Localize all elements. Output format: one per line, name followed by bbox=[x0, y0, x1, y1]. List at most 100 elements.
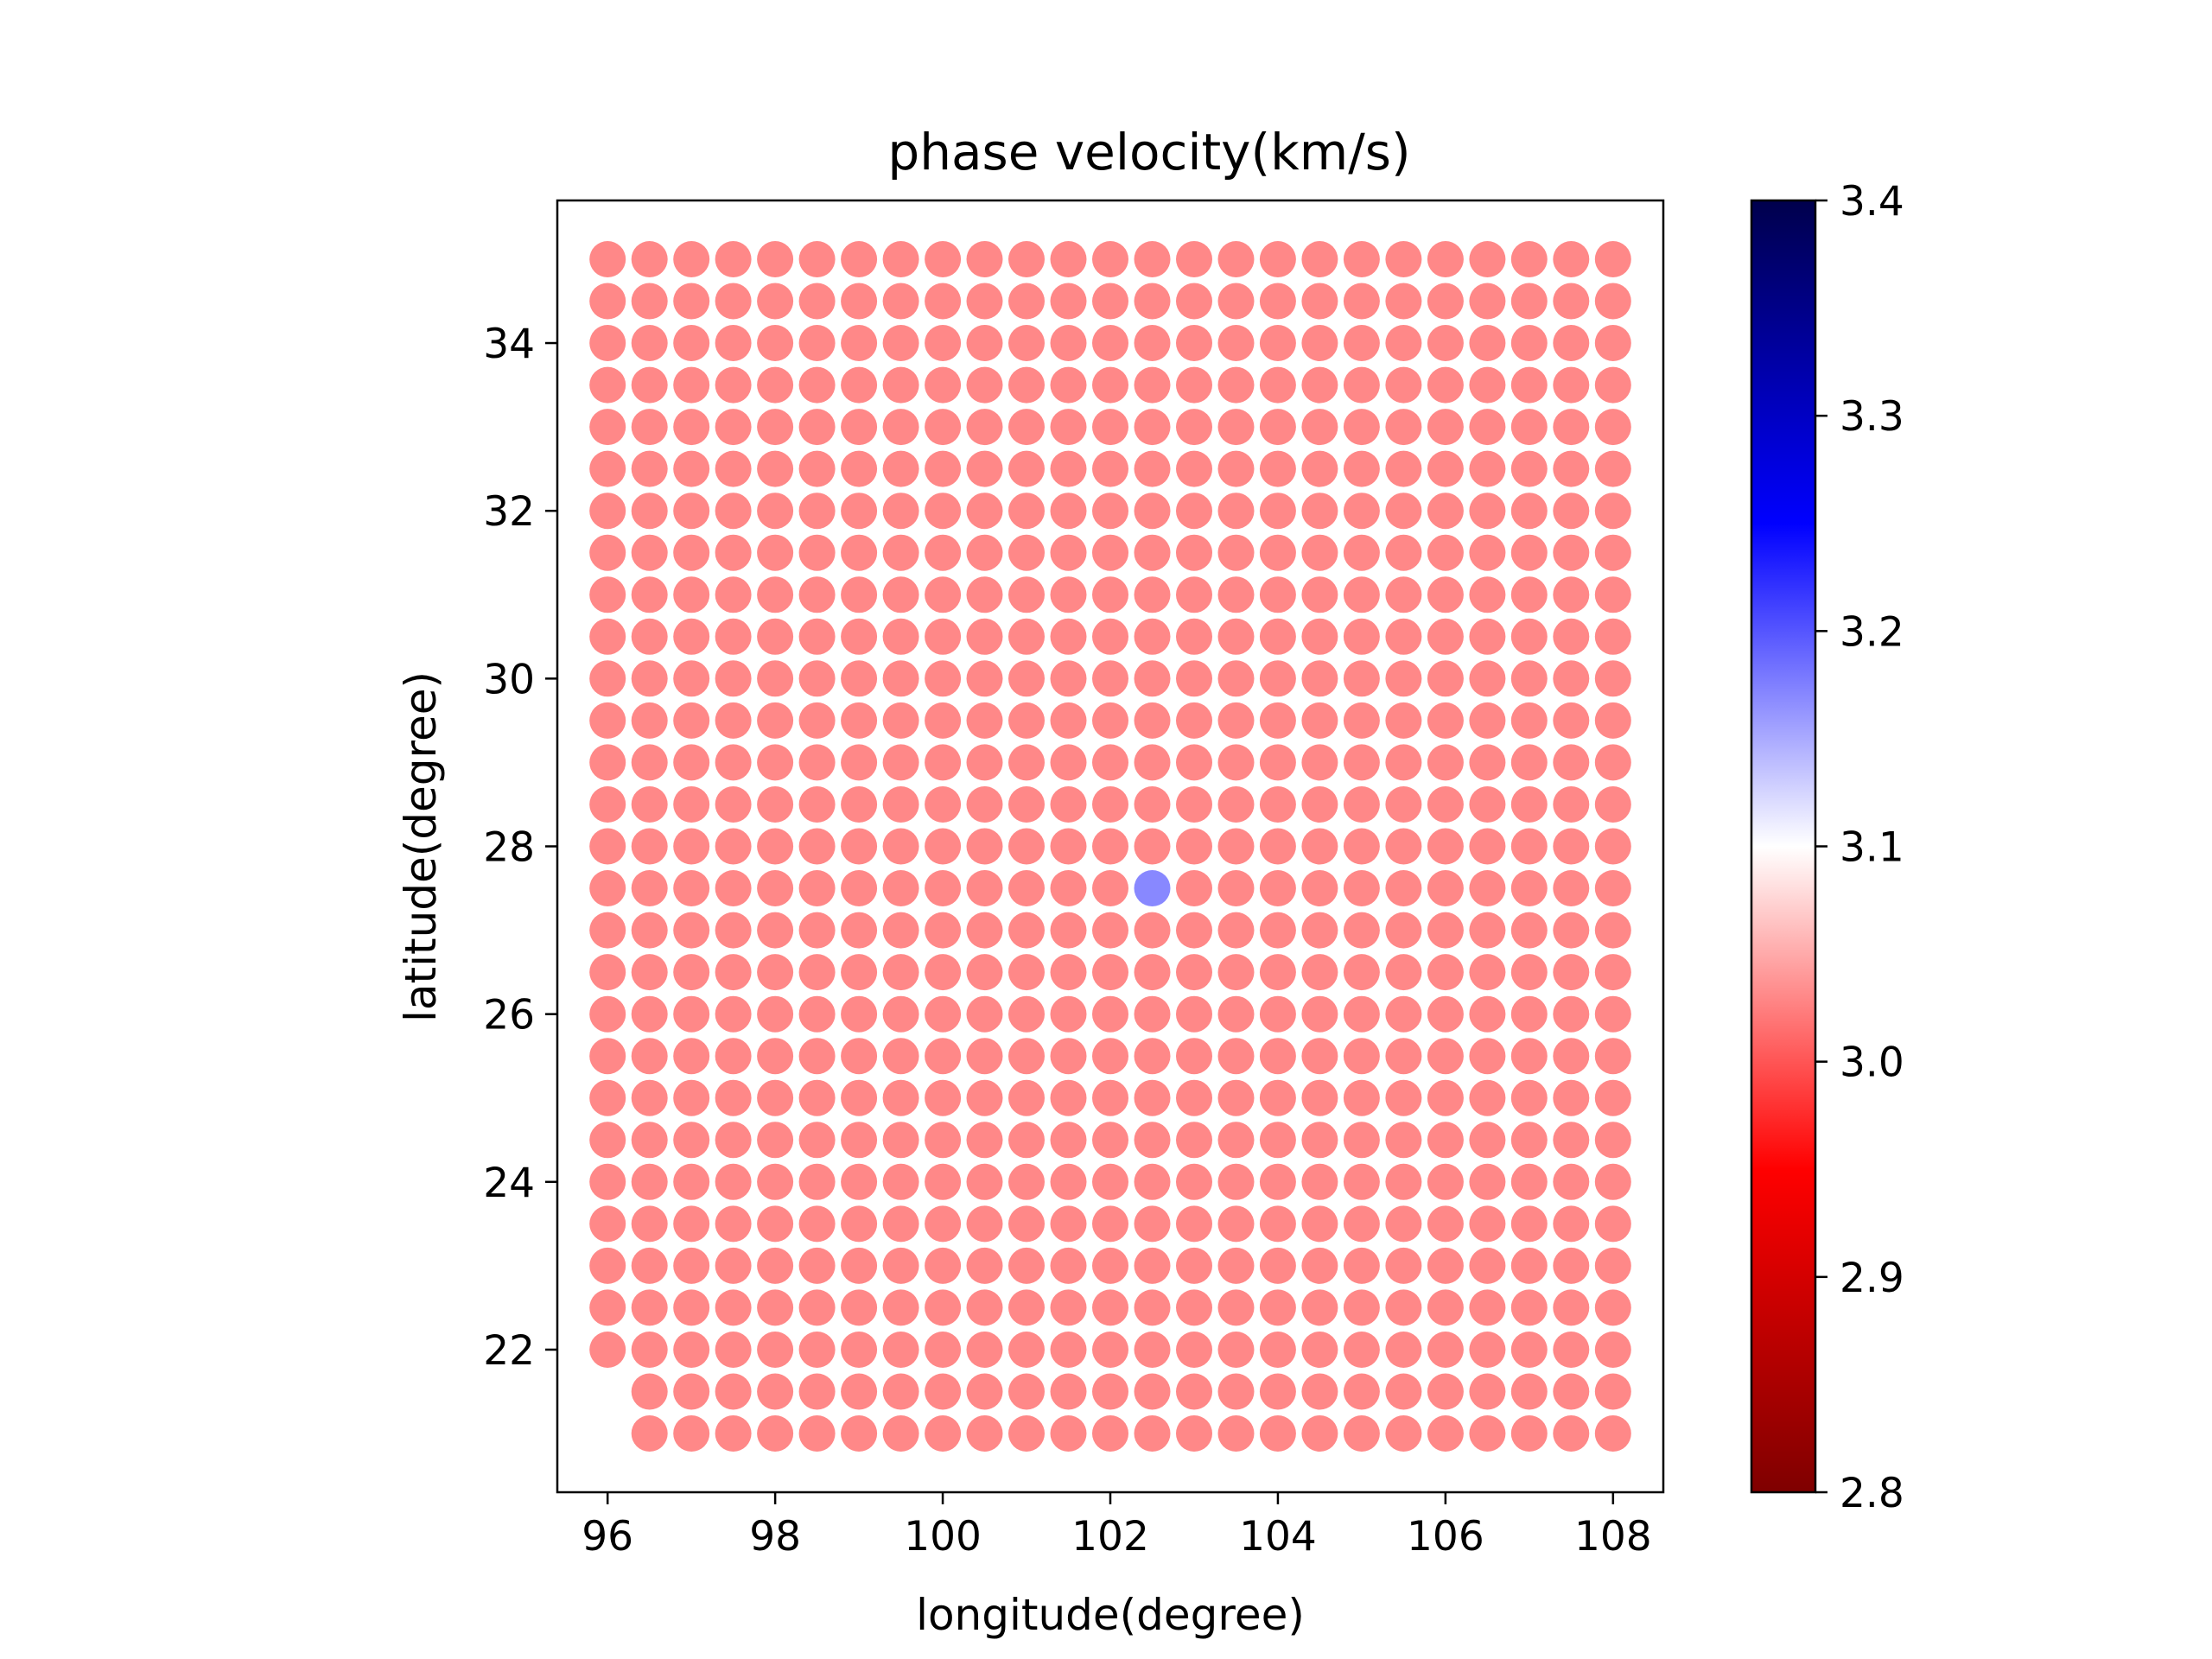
scatter-point bbox=[1301, 1122, 1338, 1159]
scatter-point bbox=[1385, 1038, 1422, 1075]
scatter-point bbox=[631, 1163, 668, 1200]
scatter-point bbox=[925, 1122, 962, 1159]
scatter-point bbox=[1553, 660, 1590, 697]
scatter-point bbox=[1553, 744, 1590, 781]
scatter-point bbox=[1427, 660, 1464, 697]
x-tick-label: 98 bbox=[749, 1513, 801, 1560]
scatter-point bbox=[715, 409, 752, 446]
scatter-point bbox=[1594, 325, 1631, 361]
scatter-point bbox=[966, 786, 1003, 823]
scatter-point bbox=[1134, 828, 1171, 865]
scatter-point bbox=[1050, 995, 1087, 1033]
scatter-point bbox=[1553, 870, 1590, 906]
scatter-point bbox=[1510, 954, 1548, 991]
colorbar-tick-label: 3.0 bbox=[1840, 1039, 1904, 1087]
scatter-point bbox=[1385, 1415, 1422, 1452]
scatter-point bbox=[882, 1415, 919, 1452]
scatter-point bbox=[1385, 702, 1422, 739]
scatter-point bbox=[1427, 493, 1464, 530]
scatter-point bbox=[1217, 283, 1255, 320]
scatter-point bbox=[925, 1079, 962, 1116]
scatter-point bbox=[841, 618, 878, 655]
scatter-point bbox=[798, 1038, 836, 1075]
scatter-point bbox=[966, 534, 1003, 571]
scatter-point bbox=[1301, 241, 1338, 277]
scatter-point bbox=[1510, 912, 1548, 949]
scatter-point bbox=[925, 618, 962, 655]
scatter-point bbox=[1217, 366, 1255, 404]
scatter-point bbox=[1008, 534, 1045, 571]
scatter-point bbox=[1092, 912, 1128, 949]
scatter-point bbox=[1050, 1332, 1087, 1368]
scatter-point bbox=[1134, 1205, 1171, 1243]
scatter-point bbox=[1092, 870, 1128, 906]
scatter-point bbox=[1510, 786, 1548, 823]
scatter-point bbox=[1553, 325, 1590, 361]
scatter-point bbox=[1301, 702, 1338, 739]
scatter-point bbox=[673, 1373, 710, 1410]
scatter-point bbox=[1217, 1079, 1255, 1116]
scatter-point bbox=[1427, 283, 1464, 320]
scatter-point bbox=[757, 912, 794, 949]
scatter-point bbox=[1553, 618, 1590, 655]
scatter-point bbox=[589, 1205, 626, 1243]
scatter-point bbox=[1343, 241, 1380, 277]
scatter-point bbox=[798, 1122, 836, 1159]
scatter-point bbox=[1050, 1415, 1087, 1452]
scatter-point bbox=[1259, 409, 1296, 446]
scatter-point bbox=[841, 409, 878, 446]
scatter-point bbox=[1510, 493, 1548, 530]
scatter-point bbox=[1553, 1122, 1590, 1159]
scatter-point bbox=[1385, 241, 1422, 277]
y-tick-label: 28 bbox=[483, 824, 535, 872]
scatter-point bbox=[1385, 1163, 1422, 1200]
scatter-point bbox=[673, 912, 710, 949]
scatter-point bbox=[1594, 1415, 1631, 1452]
scatter-point bbox=[1343, 576, 1380, 613]
scatter-point bbox=[1050, 660, 1087, 697]
scatter-point bbox=[966, 912, 1003, 949]
scatter-point bbox=[1134, 1038, 1171, 1075]
scatter-point bbox=[1217, 409, 1255, 446]
scatter-point bbox=[1594, 870, 1631, 906]
scatter-point bbox=[841, 1163, 878, 1200]
scatter-point bbox=[1176, 366, 1212, 404]
scatter-point bbox=[1553, 493, 1590, 530]
scatter-point bbox=[631, 912, 668, 949]
scatter-point bbox=[715, 1205, 752, 1243]
scatter-point bbox=[882, 576, 919, 613]
scatter-point bbox=[1594, 995, 1631, 1033]
scatter-point bbox=[757, 660, 794, 697]
scatter-point bbox=[1176, 241, 1212, 277]
colorbar-gradient bbox=[1750, 199, 1817, 1494]
scatter-point bbox=[1301, 1205, 1338, 1243]
scatter-point bbox=[841, 576, 878, 613]
scatter-point bbox=[1553, 450, 1590, 487]
scatter-point bbox=[1008, 450, 1045, 487]
scatter-point bbox=[1594, 786, 1631, 823]
scatter-point bbox=[1217, 1373, 1255, 1410]
scatter-point bbox=[1176, 786, 1212, 823]
scatter-point bbox=[1553, 786, 1590, 823]
scatter-point bbox=[1301, 1038, 1338, 1075]
scatter-point bbox=[673, 493, 710, 530]
scatter-point bbox=[798, 786, 836, 823]
scatter-point bbox=[925, 450, 962, 487]
scatter-point bbox=[589, 828, 626, 865]
scatter-point bbox=[1469, 493, 1506, 530]
scatter-point bbox=[798, 660, 836, 697]
scatter-point bbox=[631, 1247, 668, 1284]
scatter-point bbox=[1092, 493, 1128, 530]
scatter-point bbox=[1594, 1163, 1631, 1200]
scatter-point bbox=[1217, 786, 1255, 823]
scatter-point bbox=[1385, 618, 1422, 655]
scatter-point bbox=[631, 1289, 668, 1326]
scatter-point bbox=[882, 954, 919, 991]
scatter-point bbox=[715, 618, 752, 655]
scatter-point bbox=[882, 1038, 919, 1075]
scatter-point bbox=[589, 618, 626, 655]
scatter-point bbox=[1134, 1289, 1171, 1326]
scatter-point bbox=[1553, 409, 1590, 446]
scatter-point bbox=[1427, 325, 1464, 361]
scatter-point bbox=[925, 1373, 962, 1410]
